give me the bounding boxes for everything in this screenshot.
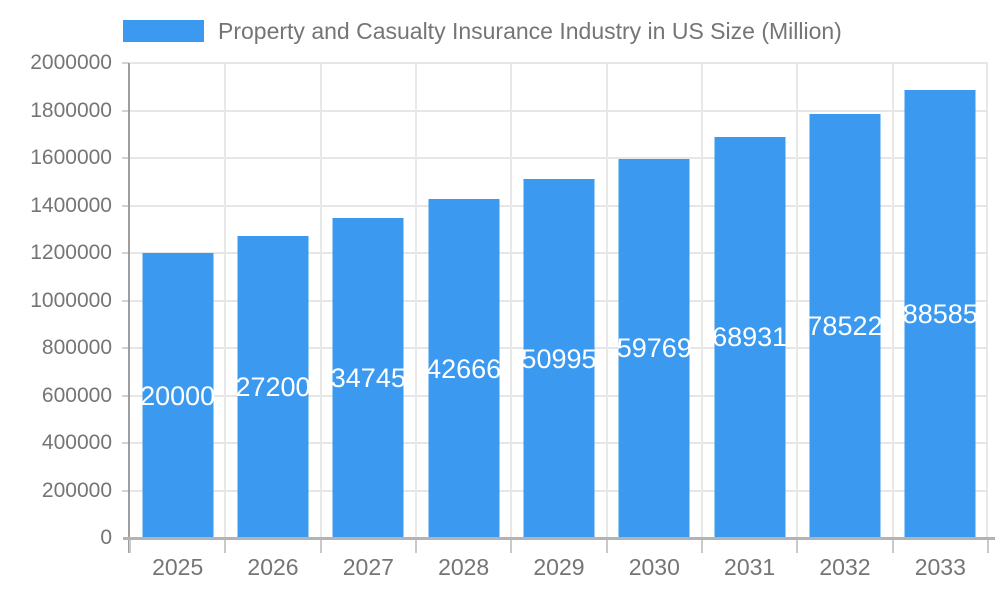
- x-axis-tick-label: 2028: [438, 554, 490, 580]
- x-axis-tick-label: 2030: [628, 554, 680, 580]
- x-axis-tick-label: 2031: [724, 554, 776, 580]
- gridline-vertical: [224, 63, 227, 538]
- y-axis-tick-label: 1600000: [30, 146, 112, 169]
- bar-column: 88585: [891, 63, 988, 538]
- bar-columns: 20000 27200 34745 42666 50995 59769 68931 78522…: [130, 63, 988, 538]
- y-axis-tick: [122, 252, 129, 254]
- gridline-vertical: [605, 63, 608, 538]
- y-axis-tick-label: 1400000: [30, 193, 112, 217]
- plot-area: 20000 27200 34745 42666 50995 59769 68931 78522…: [122, 62, 988, 538]
- y-axis-tick: [122, 109, 129, 112]
- y-axis-tick: [122, 299, 129, 302]
- bar-value-label: 50995: [521, 343, 597, 374]
- y-axis-tick: [122, 157, 129, 159]
- gridline-vertical: [414, 63, 417, 538]
- legend-swatch[interactable]: [123, 20, 204, 42]
- x-axis-tick: [129, 540, 131, 553]
- y-axis-tick-label: 600000: [41, 383, 112, 407]
- y-axis-tick-label: 1200000: [30, 241, 112, 264]
- gridline-vertical: [510, 63, 513, 538]
- bar-2028[interactable]: 42666: [426, 199, 502, 538]
- y-axis-tick: [122, 62, 129, 64]
- x-axis-tick: [700, 540, 703, 553]
- x-axis-tick: [605, 540, 608, 553]
- bar-column: 50995: [510, 63, 606, 538]
- y-axis-tick-label: 400000: [41, 431, 112, 454]
- x-axis-tick: [987, 540, 989, 553]
- bar-value-label: 27200: [235, 371, 311, 402]
- x-axis-labels: 2025 2026 2027 2028 2029 2030 2031 2032 2033: [130, 551, 988, 583]
- bar-2032[interactable]: 78522: [807, 114, 883, 538]
- bar-column: 59769: [605, 63, 702, 538]
- y-axis-tick: [122, 204, 129, 207]
- x-axis-tick-label: 2026: [247, 554, 299, 580]
- x-axis-line: [123, 537, 995, 540]
- y-axis-tick-label: 800000: [41, 336, 112, 359]
- gridline-vertical: [891, 63, 894, 538]
- y-axis-tick: [122, 347, 129, 349]
- gridline-vertical: [796, 63, 799, 538]
- x-axis-tick: [224, 540, 227, 553]
- bar-column: 34745: [319, 63, 416, 538]
- gridline-horizontal: [130, 157, 988, 159]
- bar-value-label: 68931: [712, 322, 788, 353]
- gridline-vertical: [700, 63, 703, 538]
- x-axis-tick-label: 2027: [342, 554, 394, 580]
- bar-2029[interactable]: 50995: [521, 179, 597, 538]
- bar-2033[interactable]: 88585: [902, 90, 978, 538]
- y-axis-tick-label: 2000000: [30, 51, 112, 74]
- y-axis-tick: [122, 394, 129, 397]
- bar-2025[interactable]: 20000: [140, 253, 216, 538]
- gridline-horizontal: [130, 109, 988, 112]
- bar-column: 78522: [796, 63, 892, 538]
- y-axis-tick: [122, 489, 129, 492]
- gridline-vertical: [319, 63, 322, 538]
- y-axis-tick: [122, 442, 129, 444]
- bar-2026[interactable]: 27200: [235, 235, 311, 538]
- y-axis-tick-label: 1000000: [30, 288, 112, 312]
- x-axis-tick: [796, 540, 799, 553]
- x-axis-tick: [891, 540, 894, 553]
- bar-column: 68931: [700, 63, 797, 538]
- bar-value-label: 34745: [330, 362, 406, 393]
- x-axis-tick: [510, 540, 513, 553]
- y-axis-tick-label: 1800000: [30, 98, 112, 122]
- y-axis-tick-label: 0: [100, 526, 112, 549]
- gridline-horizontal: [130, 62, 988, 64]
- y-axis-line: [128, 63, 130, 553]
- bar-value-label: 20000: [140, 380, 216, 411]
- bar-column: 20000: [130, 63, 225, 538]
- bar-value-label: 88585: [902, 299, 978, 330]
- x-axis-tick-label: 2032: [819, 554, 871, 580]
- y-axis-tick-label: 200000: [41, 478, 112, 502]
- x-axis-tick-label: 2029: [533, 554, 585, 580]
- bar-2027[interactable]: 34745: [330, 217, 406, 538]
- x-axis-ticks: [129, 540, 989, 553]
- bar-column: 27200: [224, 63, 320, 538]
- x-axis-tick: [414, 540, 417, 553]
- bar-value-label: 59769: [616, 333, 692, 364]
- bar-value-label: 42666: [426, 353, 502, 384]
- x-axis-tick-label: 2033: [914, 554, 966, 580]
- x-axis-tick-label: 2025: [152, 554, 204, 580]
- bar-value-label: 78522: [807, 311, 883, 341]
- x-axis-tick: [319, 540, 322, 553]
- bar-2031[interactable]: 68931: [712, 136, 788, 538]
- bar-column: 42666: [414, 63, 511, 538]
- bar-2030[interactable]: 59769: [616, 158, 692, 538]
- legend-title: Property and Casualty Insurance Industry…: [218, 18, 842, 44]
